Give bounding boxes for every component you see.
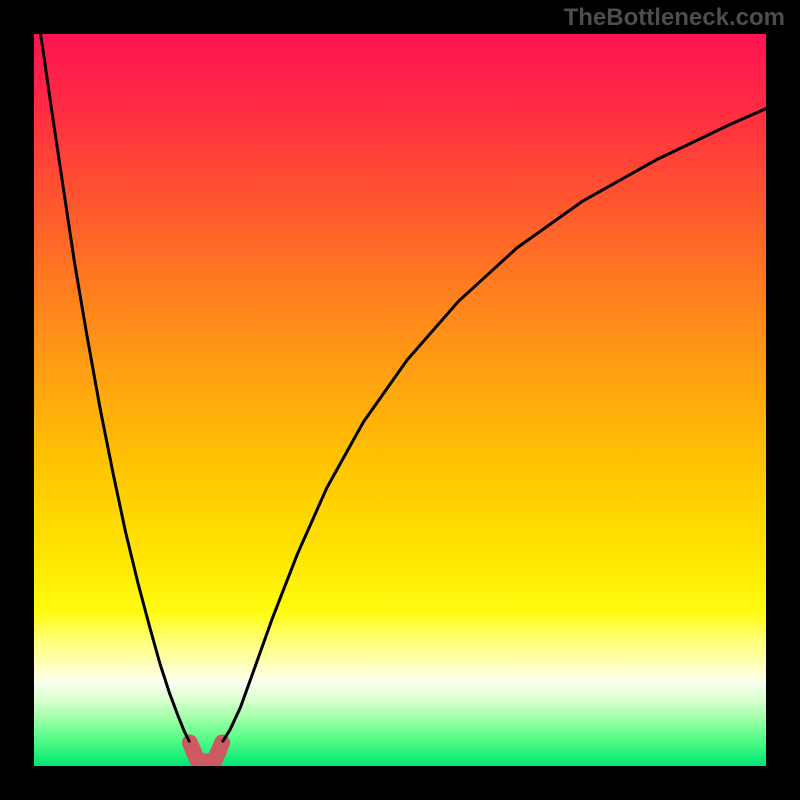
bottleneck-chart [34,34,766,766]
watermark-text: TheBottleneck.com [564,4,785,32]
gradient-background [34,34,766,766]
